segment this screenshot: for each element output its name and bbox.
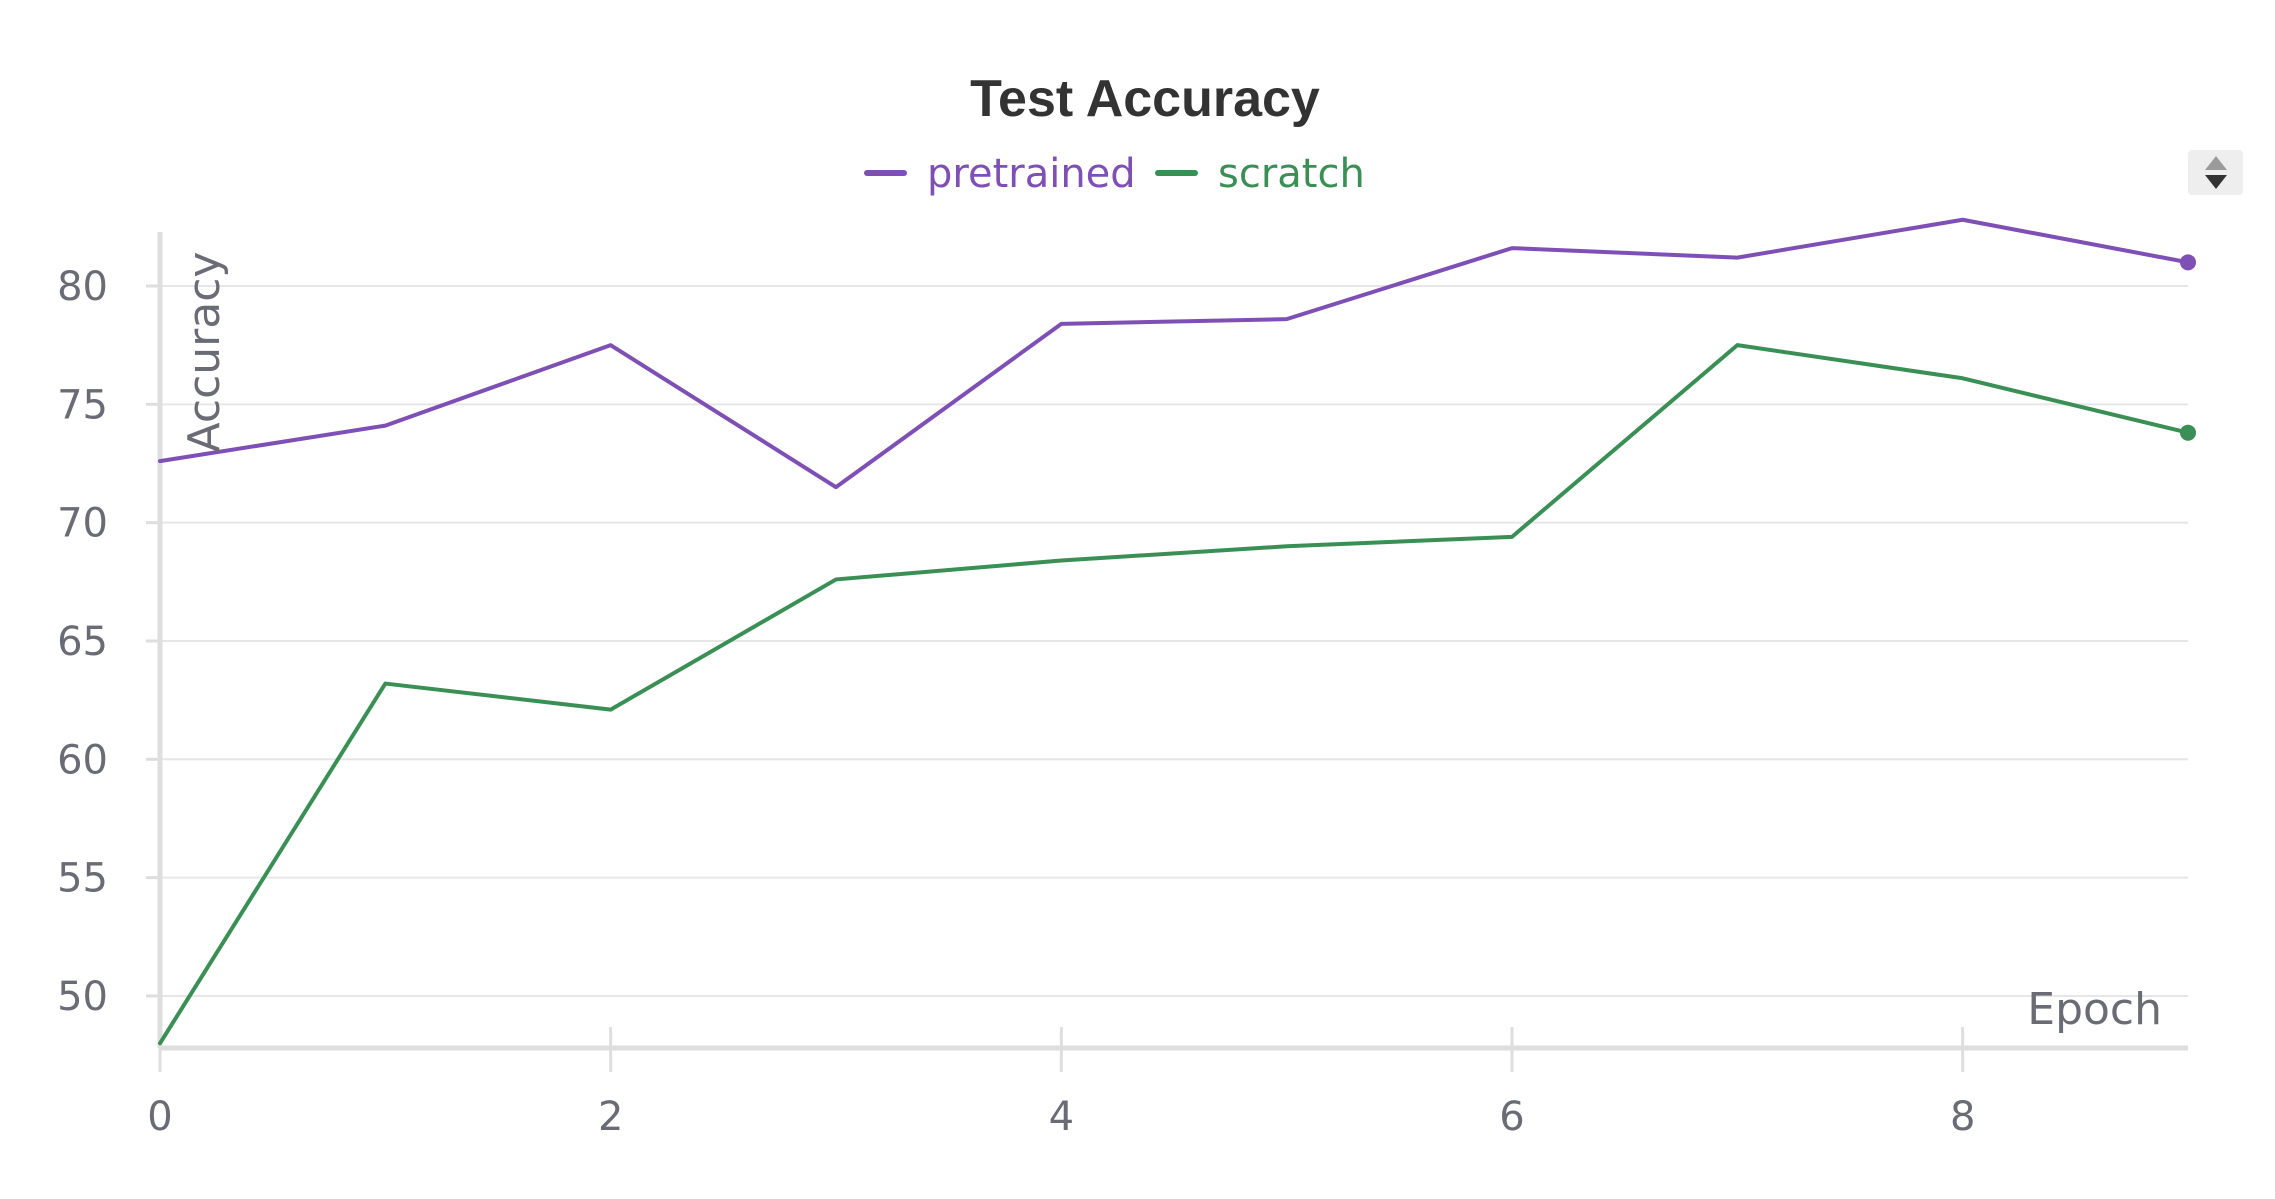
x-tick-label: 2 bbox=[598, 1094, 623, 1140]
sort-up-icon bbox=[2205, 156, 2227, 170]
x-tick-label: 4 bbox=[1049, 1094, 1074, 1140]
y-tick-label: 65 bbox=[57, 619, 108, 665]
y-tick-label: 70 bbox=[57, 501, 108, 547]
y-tick-label: 80 bbox=[57, 264, 108, 310]
axes bbox=[146, 232, 2188, 1072]
x-tick-label: 6 bbox=[1499, 1094, 1524, 1140]
legend-label-scratch: scratch bbox=[1218, 151, 1365, 197]
y-tick-label: 55 bbox=[57, 856, 108, 902]
chart-legend: pretrained scratch bbox=[864, 151, 1365, 197]
y-tick-label: 50 bbox=[57, 974, 108, 1020]
x-axis-title: Epoch bbox=[2027, 984, 2162, 1035]
series-endpoint-scratch bbox=[2180, 424, 2196, 441]
sort-toggle-button[interactable] bbox=[2188, 150, 2243, 195]
chart-title: Test Accuracy bbox=[970, 70, 1320, 128]
x-tick-label: 0 bbox=[147, 1094, 172, 1140]
y-tick-label: 75 bbox=[57, 382, 108, 428]
y-axis-title: Accuracy bbox=[179, 252, 230, 453]
tick-labels: 50 55 60 65 70 75 80 0 2 4 6 8 bbox=[57, 264, 1975, 1140]
sort-down-icon bbox=[2205, 175, 2227, 189]
series-line-scratch bbox=[158, 343, 2190, 1046]
legend-label-pretrained: pretrained bbox=[927, 151, 1136, 197]
y-tick-label: 60 bbox=[57, 737, 108, 783]
series-endpoint-pretrained bbox=[2180, 254, 2196, 271]
series-line-pretrained bbox=[158, 217, 2190, 490]
grid-lines bbox=[160, 284, 2188, 997]
x-tick-label: 8 bbox=[1950, 1094, 1975, 1140]
series-lines bbox=[158, 217, 2196, 1046]
sort-toggle-background bbox=[2188, 150, 2243, 195]
